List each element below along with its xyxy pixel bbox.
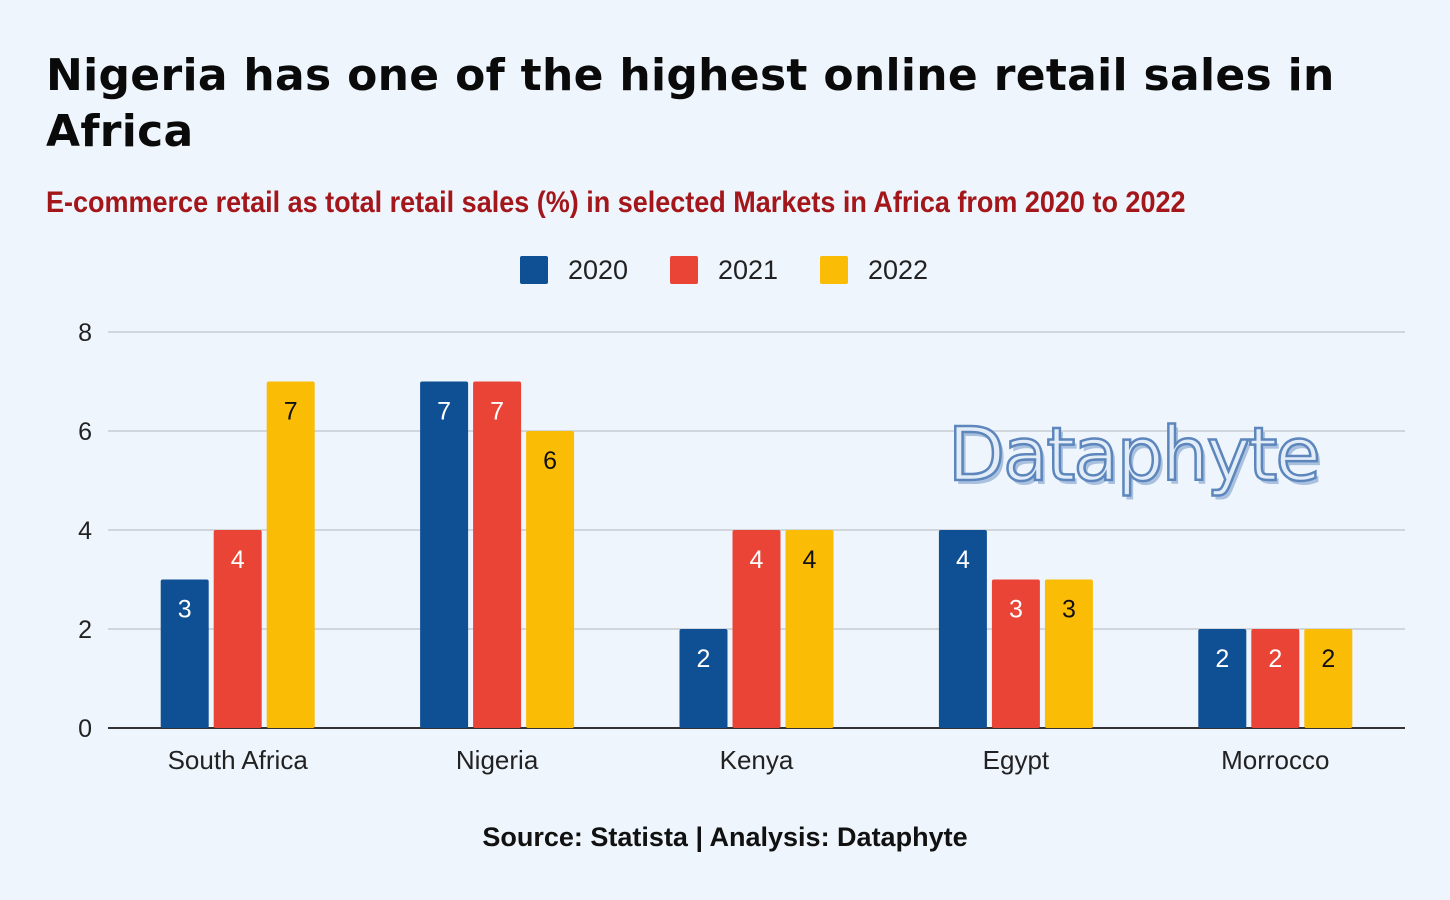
bar-2021 [732, 530, 781, 728]
bar-2022 [266, 381, 315, 728]
data-label: 4 [956, 546, 970, 574]
data-label: 3 [178, 596, 192, 624]
legend-swatch-2021 [670, 256, 698, 284]
x-tick-label: Morrocco [1221, 745, 1329, 775]
chart-title: Nigeria has one of the highest online re… [46, 50, 1335, 157]
chart-subtitle: E-commerce retail as total retail sales … [46, 186, 1186, 219]
bar-2021 [213, 530, 262, 728]
bar-2020 [938, 530, 987, 728]
data-label: 4 [231, 546, 245, 574]
bar-2022 [1304, 629, 1353, 728]
data-label: 4 [803, 546, 817, 574]
x-tick-label: South Africa [168, 745, 309, 775]
dataphyte-watermark-logo: Dataphyte [947, 411, 1322, 500]
source-note: Source: Statista | Analysis: Dataphyte [482, 822, 968, 852]
data-label: 4 [750, 546, 764, 574]
legend: 2020 2021 2022 [520, 255, 928, 285]
bar-2022 [785, 530, 834, 728]
y-tick-label: 8 [78, 319, 92, 347]
x-tick-label: Nigeria [456, 745, 539, 775]
y-tick-label: 6 [78, 418, 92, 446]
data-label: 2 [1268, 645, 1282, 673]
y-tick-label: 0 [78, 715, 92, 743]
bar-2021 [473, 381, 522, 728]
bar-2020 [1198, 629, 1247, 728]
legend-label: 2021 [718, 255, 778, 285]
y-axis-ticks: 0 2 4 6 8 [78, 319, 92, 743]
data-label: 7 [437, 398, 451, 426]
y-tick-label: 4 [78, 517, 92, 545]
bar-2022 [1044, 579, 1093, 728]
data-label: 2 [697, 645, 711, 673]
bar-2020 [420, 381, 469, 728]
x-tick-label: Egypt [983, 745, 1050, 775]
y-tick-label: 2 [78, 616, 92, 644]
bar-chart: 2020 2021 2022 0 2 4 6 8 3 4 7 7 7 6 2 4 4 4 3 3 2 2 2 South… [78, 255, 1405, 775]
legend-swatch-2022 [820, 256, 848, 284]
data-label: 2 [1321, 645, 1335, 673]
bar-2020 [679, 629, 728, 728]
data-label: 7 [490, 398, 504, 426]
legend-label: 2022 [868, 255, 928, 285]
x-axis-ticks: South Africa Nigeria Kenya Egypt Morrocco [168, 745, 1330, 775]
legend-swatch-2020 [520, 256, 548, 284]
data-label: 7 [284, 398, 298, 426]
bars [160, 381, 1353, 728]
data-label: 2 [1215, 645, 1229, 673]
data-labels: 3 4 7 7 7 6 2 4 4 4 3 3 2 2 2 [178, 398, 1336, 674]
bar-2022 [526, 431, 575, 728]
x-tick-label: Kenya [720, 745, 794, 775]
bar-2020 [160, 579, 209, 728]
bar-2021 [1251, 629, 1300, 728]
data-label: 3 [1062, 596, 1076, 624]
bar-2021 [991, 579, 1040, 728]
data-label: 3 [1009, 596, 1023, 624]
legend-label: 2020 [568, 255, 628, 285]
data-label: 6 [543, 447, 557, 475]
